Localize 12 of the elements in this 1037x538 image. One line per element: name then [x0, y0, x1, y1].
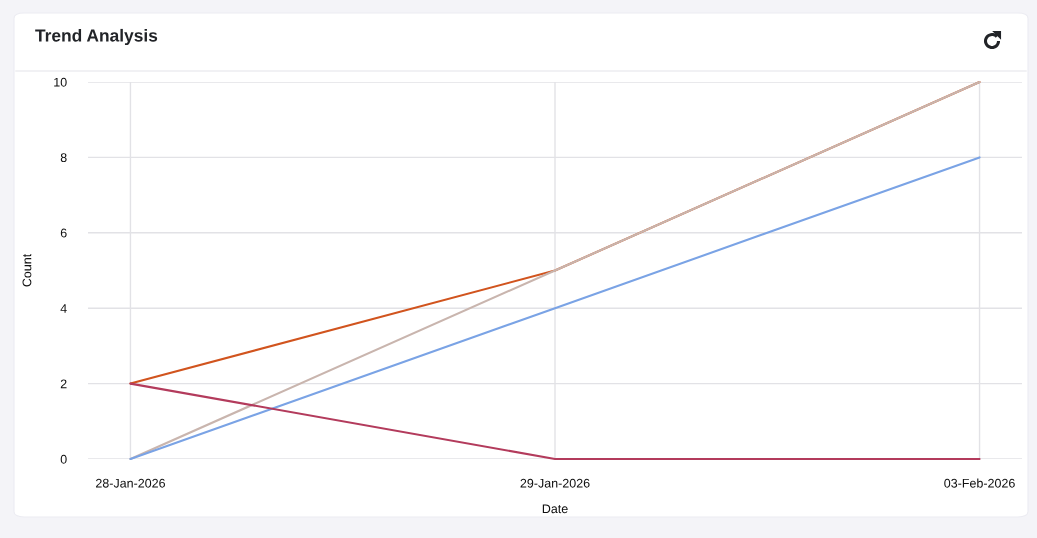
y-axis-title: Count: [22, 253, 32, 287]
chart-title: Trend Analysis: [35, 28, 158, 46]
y-tick-label: 2: [60, 379, 67, 389]
y-tick-label: 6: [60, 228, 67, 238]
y-tick-label: 10: [54, 77, 67, 87]
y-tick-label: 4: [60, 304, 67, 313]
x-tick-label: 03-Feb-2026: [944, 478, 1015, 488]
y-tick-label: 0: [60, 454, 67, 464]
x-axis-title: Date: [542, 504, 568, 514]
x-tick-label: 29-Jan-2026: [520, 478, 590, 488]
y-tick-label: 8: [60, 153, 67, 163]
x-tick-label: 28-Jan-2026: [95, 478, 165, 488]
